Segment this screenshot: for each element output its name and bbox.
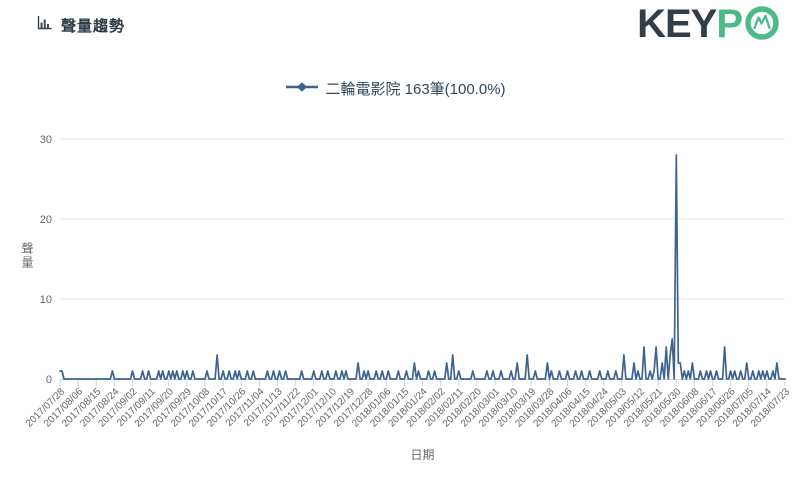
series-line[interactable] [59, 154, 786, 380]
bar-chart-icon [36, 14, 53, 36]
y-tick-label: 30 [40, 134, 52, 146]
logo-text-green: P [716, 2, 743, 46]
keypo-logo: KEY P [637, 2, 780, 46]
page-header: 聲量趨勢 [36, 14, 125, 36]
y-axis-title: 聲量 [20, 242, 34, 270]
y-tick-label: 10 [40, 294, 52, 306]
page-title: 聲量趨勢 [61, 17, 126, 35]
y-tick-label: 20 [40, 214, 52, 226]
legend-item-series[interactable]: 二輪電影院 163筆(100.0%) [0, 78, 792, 99]
y-tick-label: 0 [46, 374, 52, 386]
logo-text-dark: KEY [637, 2, 717, 46]
x-axis-title: 日期 [410, 448, 434, 462]
line-chart-circle-icon [744, 5, 780, 46]
legend-marker-icon [286, 80, 319, 98]
legend-label: 二輪電影院 163筆(100.0%) [325, 81, 506, 98]
